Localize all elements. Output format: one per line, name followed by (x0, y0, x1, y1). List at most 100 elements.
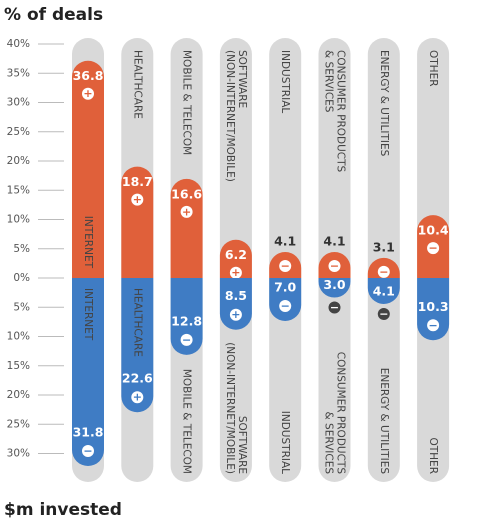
bar (170, 278, 203, 355)
category-label-line: SOFTWARE (236, 416, 248, 474)
sign-label: + (231, 308, 240, 321)
bar (318, 278, 351, 298)
sign-label: + (83, 87, 92, 100)
sign-badge (82, 445, 94, 458)
category-label-line: CONSUMER PRODUCTS (335, 50, 347, 173)
value-label: 4.1 (274, 234, 296, 249)
y-tick-label: 40% (7, 38, 30, 50)
sign-label: + (133, 193, 142, 206)
bar (417, 278, 450, 341)
category-label: CONSUMER PRODUCTS& SERVICES (323, 50, 347, 173)
category-label-line: HEALTHCARE (131, 288, 143, 357)
value-label: 8.5 (225, 288, 247, 303)
category-label: OTHER (427, 437, 439, 474)
sign-badge (427, 242, 440, 255)
sign-badge (427, 319, 440, 332)
category-label: MOBILE & TELECOM (181, 369, 193, 474)
chart-title: $m invested (4, 500, 122, 520)
value-label: 6.2 (225, 247, 247, 262)
sign-label: − (281, 299, 290, 312)
category-label: HEALTHCARE (131, 288, 143, 357)
sign-label: + (182, 205, 191, 218)
sign-badge (131, 193, 144, 206)
value-label: 3.1 (373, 239, 395, 254)
category-label-line: CONSUMER PRODUCTS (335, 352, 347, 475)
bar (367, 278, 400, 304)
value-label: 36.8 (73, 68, 104, 83)
value-label: 3.0 (323, 277, 345, 292)
category-label-line: (NON-INTERNET/MOBILE) (224, 50, 236, 182)
y-tick-label: 15% (7, 360, 30, 372)
bar (72, 60, 104, 278)
category-label-line: INDUSTRIAL (279, 50, 291, 113)
sign-label: − (330, 301, 339, 314)
sign-label: + (133, 391, 142, 404)
bar (121, 166, 154, 278)
bar (72, 278, 104, 467)
y-tick-label: 35% (7, 67, 30, 79)
category-label-line: INTERNET (82, 216, 94, 269)
value-label: 10.4 (418, 223, 449, 238)
category-label: INTERNET (82, 288, 94, 341)
value-label: 12.8 (171, 313, 202, 328)
sign-label: − (379, 307, 388, 320)
category-label-line: INDUSTRIAL (279, 411, 291, 474)
category-label-line: (NON-INTERNET/MOBILE) (224, 342, 236, 474)
category-label: SOFTWARE(NON-INTERNET/MOBILE) (224, 342, 248, 474)
category-label-line: MOBILE & TELECOM (181, 50, 193, 155)
sign-badge (131, 391, 144, 404)
value-label: 22.6 (122, 371, 153, 386)
sign-badge (180, 333, 193, 346)
sign-label: + (231, 266, 240, 279)
bar (269, 278, 302, 321)
category-label-line: OTHER (427, 437, 439, 474)
value-label: 4.1 (373, 283, 395, 298)
y-tick-label: 5% (13, 243, 30, 255)
bar (219, 239, 252, 278)
bar (219, 278, 252, 330)
sign-badge (328, 301, 341, 314)
sign-badge (229, 308, 242, 321)
value-label: 4.1 (323, 234, 345, 249)
value-label: 10.3 (418, 299, 449, 314)
bar (170, 178, 203, 278)
sign-badge (229, 266, 242, 279)
category-label-line: SOFTWARE (236, 50, 248, 108)
category-label: INDUSTRIAL (279, 411, 291, 474)
sign-badge (279, 299, 292, 312)
category-label: HEALTHCARE (131, 50, 143, 119)
y-tick-label: 0% (13, 272, 30, 284)
category-label-line: ENERGY & UTILITIES (378, 368, 390, 475)
value-label: 31.8 (73, 425, 104, 440)
category-label-line: & SERVICES (323, 50, 335, 113)
sign-badge (82, 87, 94, 100)
y-tick-label: 10% (7, 331, 30, 343)
y-tick-label: 30% (7, 97, 30, 109)
category-label: ENERGY & UTILITIES (378, 368, 390, 475)
sign-badge (377, 307, 390, 320)
sign-badge (377, 265, 390, 278)
chart-title: % of deals (4, 5, 103, 25)
bar (121, 278, 154, 413)
category-label: INDUSTRIAL (279, 50, 291, 113)
category-label-line: INTERNET (82, 288, 94, 341)
category-label: ENERGY & UTILITIES (378, 50, 390, 157)
sign-label: − (281, 260, 290, 273)
sign-badge (328, 260, 341, 273)
sign-badge (180, 205, 193, 218)
category-label: MOBILE & TELECOM (181, 50, 193, 155)
category-label-line: & SERVICES (323, 412, 335, 475)
y-tick-label: 20% (7, 155, 30, 167)
y-tick-label: 25% (7, 418, 30, 430)
sign-label: − (330, 260, 339, 273)
category-label-line: ENERGY & UTILITIES (378, 50, 390, 157)
value-label: 7.0 (274, 279, 296, 294)
sign-label: − (428, 319, 437, 332)
category-label: CONSUMER PRODUCTS& SERVICES (323, 352, 347, 475)
category-label-line: HEALTHCARE (131, 50, 143, 119)
y-tick-label: 20% (7, 389, 30, 401)
y-tick-label: 25% (7, 126, 30, 138)
category-label-line: OTHER (427, 50, 439, 87)
value-label: 18.7 (122, 174, 153, 189)
